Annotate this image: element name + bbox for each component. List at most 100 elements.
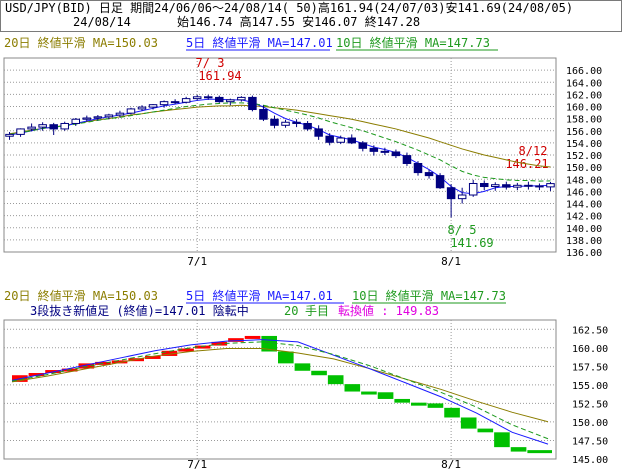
candle-body: [380, 150, 390, 153]
candle-body: [148, 104, 158, 108]
top-y-tick-label: 150.00: [566, 163, 602, 174]
candle-body: [546, 183, 555, 188]
candle-body: [38, 124, 47, 128]
candle-body: [424, 172, 434, 177]
high-date-label: 7/ 3: [196, 56, 225, 70]
candle-body: [468, 182, 478, 196]
bottom-series-line-ma5: [11, 339, 549, 445]
top-y-tick-label: 160.00: [566, 103, 602, 114]
renko-brick-up: [161, 350, 178, 356]
header-ohlc: 始146.74 高147.55 安146.07 終147.28: [177, 15, 421, 29]
candle-body: [391, 151, 401, 157]
candle-body: [491, 184, 500, 188]
bottom-y-tick-label: 147.50: [572, 436, 608, 447]
renko-brick-up: [178, 348, 194, 352]
renko-brick-up: [211, 341, 228, 346]
candle-body: [215, 96, 224, 103]
bottom-y-tick-label: 157.50: [572, 362, 608, 373]
candle-body: [126, 108, 136, 114]
candle-body: [369, 147, 379, 152]
bottom-series: [11, 339, 549, 445]
top-y-tick-label: 152.00: [566, 151, 602, 162]
bottom-plot-frame: [3, 319, 557, 460]
low-value-label: 141.69: [450, 236, 493, 250]
candle-body: [82, 117, 92, 120]
top-y-tick-label: 138.00: [566, 236, 602, 247]
top-y-tick-label: 136.00: [566, 248, 602, 259]
candle-body: [413, 162, 423, 174]
bottom-y-tick-label: 150.00: [572, 418, 608, 429]
candle-body: [248, 96, 257, 111]
renko-brick-down: [427, 403, 444, 408]
candle-body: [325, 135, 334, 143]
candle-body: [5, 133, 14, 137]
renko-brick-down: [510, 447, 527, 452]
renko-brick-down: [327, 375, 344, 385]
top-y-tick-label: 154.00: [566, 139, 602, 150]
candle-body: [457, 194, 467, 200]
candle-body: [502, 184, 511, 188]
high-value-label: 161.94: [198, 69, 241, 83]
renko-brick-up: [194, 345, 211, 349]
step-label: 手目: [305, 304, 329, 318]
top-y-tick-label: 166.00: [566, 66, 602, 77]
top-y-tick-label: 146.00: [566, 187, 602, 198]
renko-brick-up: [78, 363, 95, 369]
candle-body: [524, 184, 533, 187]
low-date-label: 8/ 5: [448, 223, 477, 237]
bottom-y-tick-label: 160.00: [572, 344, 608, 355]
bricks: [12, 335, 552, 454]
candle-body: [259, 109, 268, 120]
bottom-series-line-ma10: [11, 341, 549, 440]
candle-body: [479, 182, 489, 188]
bottom-y-tick-label: 145.00: [572, 455, 608, 466]
top-x-tick-label: 7/1: [187, 255, 207, 268]
candle-body: [347, 137, 357, 144]
top-legend-ma20: 20日 終値平滑 MA=150.03: [4, 35, 158, 50]
candle-body: [336, 137, 345, 143]
renko-brick-down: [477, 428, 494, 433]
candle-body: [314, 128, 323, 137]
renko-brick-up: [228, 338, 244, 342]
chart-header: USD/JPY(BID) 日足 期間24/06/06～24/08/14( 50)…: [0, 0, 622, 32]
candle-body: [446, 187, 456, 200]
candle-body: [137, 106, 147, 110]
renko-brick-down: [394, 398, 410, 403]
renko-brick-up: [145, 355, 161, 359]
last-date-label: 8/12: [519, 144, 548, 158]
top-x-tick-label: 8/1: [441, 255, 461, 268]
candle-body: [226, 99, 235, 103]
bottom-legend-ma5: 5日 終値平滑 MA=147.01: [186, 288, 333, 303]
renko-brick-down: [344, 384, 361, 392]
top-y-tick-label: 158.00: [566, 115, 602, 126]
top-y-tick-label: 140.00: [566, 224, 602, 235]
renko-brick-down: [444, 407, 460, 418]
top-y-tick-label: 156.00: [566, 127, 602, 138]
bottom-x-tick-label: 8/1: [441, 458, 461, 471]
candle-body: [60, 122, 69, 130]
step-number: 20: [284, 304, 298, 318]
top-y-tick-label: 148.00: [566, 175, 602, 186]
candle-body: [27, 126, 36, 130]
top-y-tick-label: 164.00: [566, 78, 602, 89]
renko-brick-down: [361, 391, 377, 395]
bottom-y-tick-label: 152.50: [572, 399, 608, 410]
candle-body: [270, 118, 279, 126]
bottom-legend-ma10: 10日 終値平滑 MA=147.73: [352, 288, 506, 303]
renko-brick-down: [494, 432, 510, 448]
top-series-line-ma20: [9, 104, 551, 168]
renko-brick-up: [28, 373, 45, 377]
candle-body: [402, 155, 412, 164]
status-line: 3段抜き新値足 (終値)=147.01 陰転中: [30, 303, 249, 318]
candle-body: [237, 96, 246, 101]
renko-brick-down: [311, 370, 327, 376]
bottom-grid: 145.00 147.50 150.00 152.50 155.00 157.50 160.…: [3, 319, 608, 471]
candle-body: [281, 121, 290, 126]
bottom-series-line-ma20: [11, 348, 549, 423]
top-y-tick-label: 142.00: [566, 212, 602, 223]
candle-body: [192, 96, 202, 100]
top-legend-ma10: 10日 終値平滑 MA=147.73: [336, 35, 490, 50]
renko-brick-down: [411, 402, 427, 406]
